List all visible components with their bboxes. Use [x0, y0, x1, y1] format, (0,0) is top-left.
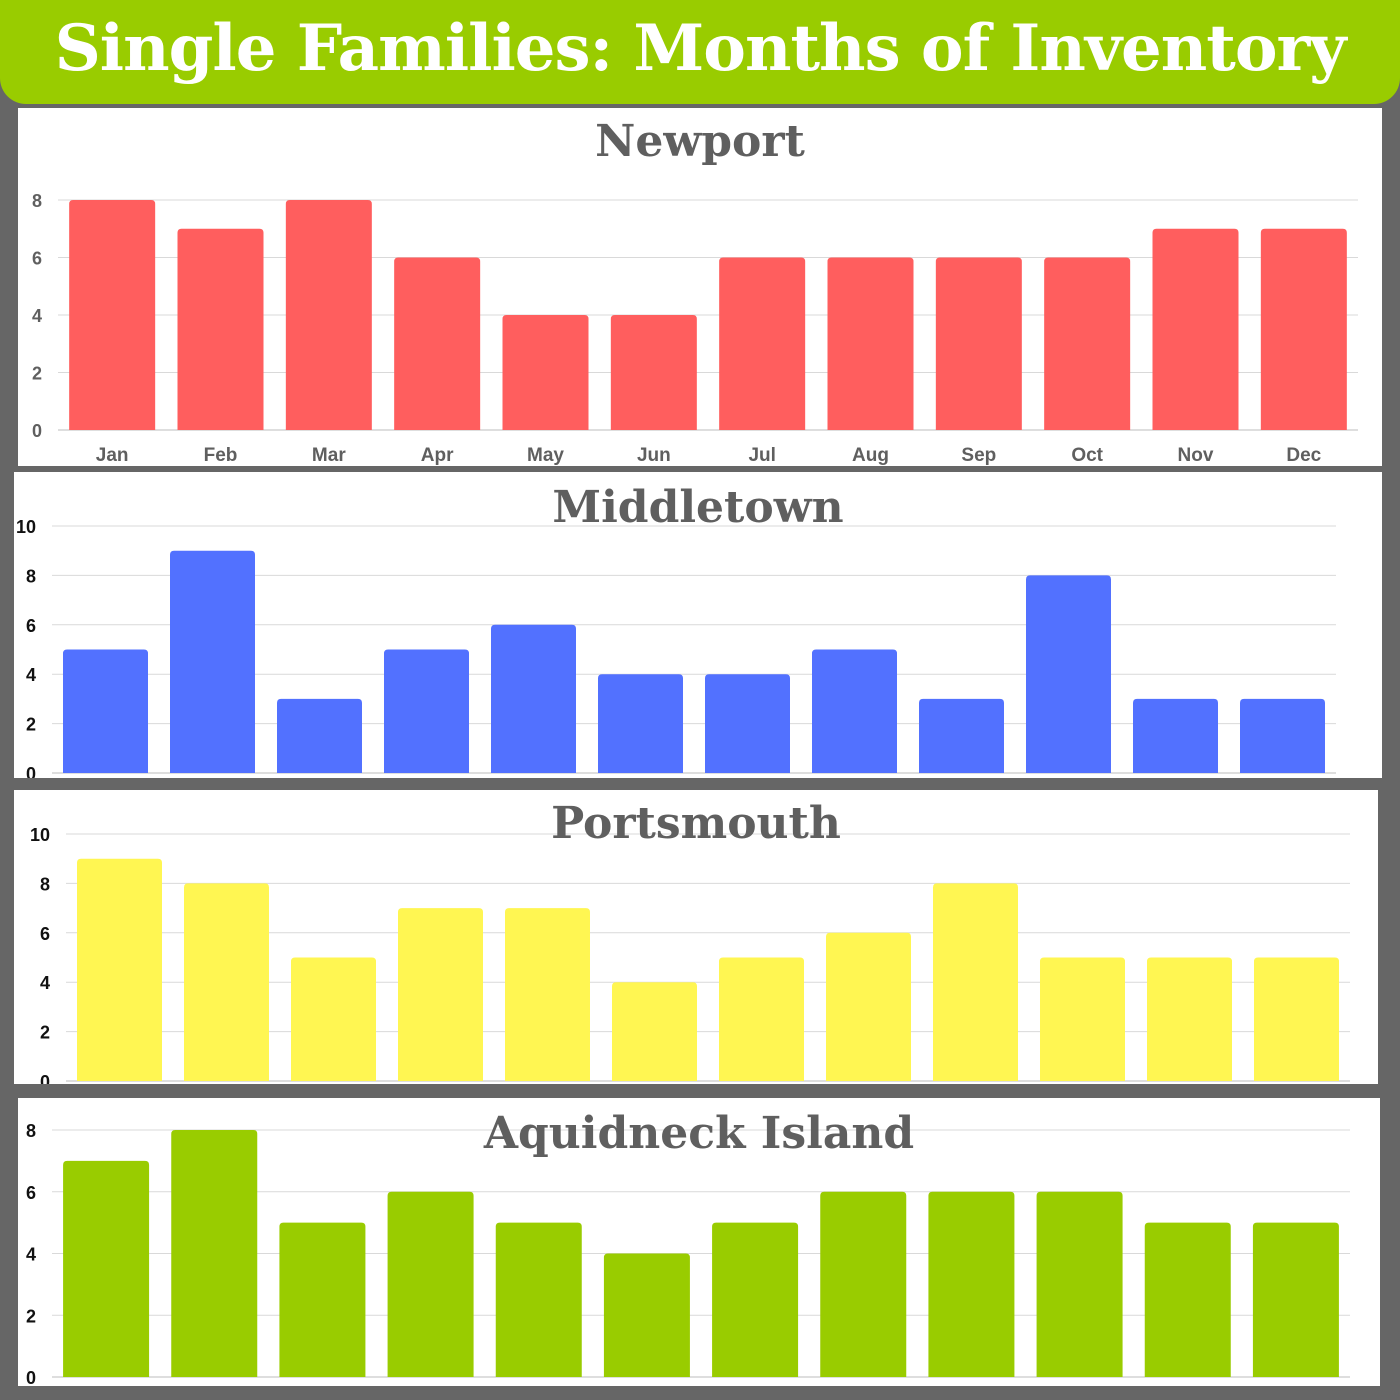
aquidneck-island-bar-feb — [171, 1130, 258, 1377]
newport-bar-jul — [719, 257, 806, 430]
newport-bar-jan — [69, 200, 156, 430]
chart-aquidneck-island: 0 2 4 6 8 — [26, 1121, 1350, 1386]
portsmouth-bar-apr — [398, 908, 483, 1081]
chart-middletown: 0 2 4 6 8 10 — [16, 517, 1336, 778]
newport-y-tick-label: 0 — [32, 421, 42, 441]
middletown-y-tick-label: 8 — [26, 566, 36, 586]
chart-newport: 0 2 4 6 8 Jan Feb Mar Apr May Jun Jul Aug Sep Oct Nov De… — [32, 191, 1358, 466]
middletown-y-tick-label: 6 — [26, 616, 36, 636]
chart-panel-portsmouth: 0 2 4 6 8 10 Portsmouth — [14, 790, 1378, 1084]
chart-panel-middletown: 0 2 4 6 8 10 Middletown — [14, 472, 1382, 778]
newport-x-tick-label: Jan — [96, 445, 129, 466]
aquidneck-island-bar-jan — [63, 1160, 150, 1377]
aquidneck-island-bar-aug — [820, 1191, 907, 1377]
newport-x-tick-label: Aug — [852, 445, 889, 466]
aquidneck-island-bar-apr — [387, 1191, 474, 1377]
chart-panel-newport: 0 2 4 6 8 Jan Feb Mar Apr May Jun Jul Aug Sep Oct Nov De… — [18, 108, 1382, 466]
newport-bar-sep — [935, 257, 1022, 430]
newport-x-tick-label: Sep — [961, 445, 996, 466]
newport-x-tick-label: Jul — [748, 445, 775, 466]
middletown-bar-jun — [598, 674, 683, 773]
chart-panel-aquidneck-island: 0 2 4 6 8 Aquidneck Island — [18, 1098, 1380, 1386]
aquidneck-island-bar-mar — [279, 1222, 366, 1377]
newport-bar-mar — [285, 200, 372, 430]
portsmouth-bar-nov — [1147, 957, 1232, 1081]
aquidneck-island-bar-may — [495, 1222, 582, 1377]
newport-x-tick-label: Nov — [1178, 445, 1214, 466]
newport-x-tick-label: Mar — [312, 445, 346, 466]
aquidneck-island-bar-jul — [712, 1222, 799, 1377]
newport-bar-feb — [177, 228, 264, 430]
newport-bar-dec — [1260, 228, 1347, 430]
title-banner: Single Families: Months of Inventory — [0, 0, 1400, 104]
portsmouth-y-tick-label: 2 — [40, 1023, 50, 1043]
middletown-bar-dec — [1240, 698, 1325, 773]
newport-y-tick-label: 4 — [32, 306, 42, 326]
aquidneck-island-y-tick-label: 4 — [26, 1245, 36, 1265]
portsmouth-bar-sep — [933, 883, 1018, 1081]
newport-y-tick-label: 2 — [32, 364, 42, 384]
newport-bar-may — [502, 315, 589, 430]
middletown-y-tick-label: 10 — [16, 517, 36, 537]
portsmouth-bar-feb — [184, 883, 269, 1081]
chart-portsmouth: 0 2 4 6 8 10 — [30, 825, 1350, 1084]
aquidneck-island-bar-sep — [928, 1191, 1015, 1377]
middletown-bar-may — [491, 624, 576, 773]
newport-y-tick-label: 8 — [32, 191, 42, 211]
aquidneck-island-bar-oct — [1036, 1191, 1123, 1377]
newport-x-tick-label: Apr — [421, 445, 454, 466]
chart-title-middletown: Middletown — [552, 482, 844, 533]
portsmouth-y-tick-label: 4 — [40, 973, 50, 993]
aquidneck-island-y-tick-label: 6 — [26, 1183, 36, 1203]
aquidneck-island-y-tick-label: 0 — [26, 1368, 36, 1386]
middletown-bar-feb — [170, 550, 255, 773]
middletown-bar-apr — [384, 649, 469, 773]
newport-bar-aug — [827, 257, 914, 430]
newport-bar-jun — [610, 315, 697, 430]
chart-title-newport: Newport — [595, 116, 805, 167]
aquidneck-island-bar-dec — [1252, 1222, 1339, 1377]
portsmouth-bar-dec — [1254, 957, 1339, 1081]
newport-x-tick-label: May — [527, 445, 564, 466]
page-title: Single Families: Months of Inventory — [54, 10, 1347, 86]
newport-x-tick-label: Jun — [637, 445, 671, 466]
chart-title-aquidneck-island: Aquidneck Island — [483, 1108, 915, 1159]
newport-bar-apr — [394, 257, 481, 430]
aquidneck-island-y-tick-label: 8 — [26, 1121, 36, 1141]
portsmouth-y-tick-label: 10 — [30, 825, 50, 845]
portsmouth-bar-jul — [719, 957, 804, 1081]
newport-y-tick-label: 6 — [32, 249, 42, 269]
portsmouth-y-tick-label: 0 — [40, 1072, 50, 1084]
newport-bar-oct — [1044, 257, 1131, 430]
chart-title-portsmouth: Portsmouth — [551, 798, 841, 849]
middletown-bar-nov — [1133, 698, 1218, 773]
middletown-bar-jan — [63, 649, 148, 773]
middletown-bar-aug — [812, 649, 897, 773]
newport-bar-nov — [1152, 228, 1239, 430]
aquidneck-island-bar-jun — [603, 1253, 690, 1377]
newport-x-tick-label: Feb — [204, 445, 238, 466]
middletown-bar-oct — [1026, 575, 1111, 773]
portsmouth-bar-oct — [1040, 957, 1125, 1081]
middletown-bar-sep — [919, 698, 1004, 773]
portsmouth-bar-jan — [77, 858, 162, 1081]
portsmouth-bar-mar — [291, 957, 376, 1081]
portsmouth-y-tick-label: 8 — [40, 874, 50, 894]
middletown-y-tick-label: 0 — [26, 764, 36, 778]
aquidneck-island-y-tick-label: 2 — [26, 1306, 36, 1326]
newport-x-tick-label: Oct — [1071, 445, 1103, 466]
portsmouth-bar-jun — [612, 982, 697, 1081]
portsmouth-bar-may — [505, 908, 590, 1081]
newport-x-tick-label: Dec — [1286, 445, 1321, 466]
middletown-bar-jul — [705, 674, 790, 773]
middletown-y-tick-label: 4 — [26, 665, 36, 685]
middletown-bar-mar — [277, 698, 362, 773]
middletown-y-tick-label: 2 — [26, 715, 36, 735]
portsmouth-bar-aug — [826, 932, 911, 1081]
portsmouth-y-tick-label: 6 — [40, 924, 50, 944]
aquidneck-island-bar-nov — [1144, 1222, 1231, 1377]
